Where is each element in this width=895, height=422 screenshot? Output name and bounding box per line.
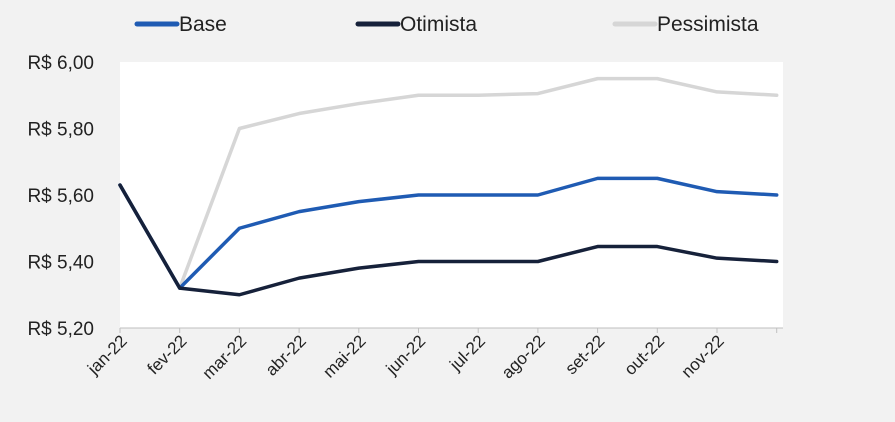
y-tick-label: R$ 6,00 xyxy=(27,53,94,74)
x-tick-label: ago-22 xyxy=(498,331,549,382)
x-tick-label: mai-22 xyxy=(319,331,369,381)
y-axis: R$ 5,20 R$ 5,40 R$ 5,60 R$ 5,80 R$ 6,00 xyxy=(27,53,94,340)
x-tick-label: set-22 xyxy=(562,331,609,378)
legend: Base Otimista Pessimista xyxy=(134,13,759,36)
x-tick-label: nov-22 xyxy=(678,331,728,381)
x-tick-label: mar-22 xyxy=(199,331,251,383)
x-tick-label: fev-22 xyxy=(144,331,191,378)
y-tick-label: R$ 5,40 xyxy=(27,253,94,274)
x-tick-label: jun-22 xyxy=(382,331,430,379)
legend-label-base: Base xyxy=(179,13,227,36)
series-line-pessimista xyxy=(118,76,779,290)
x-tick-label: abr-22 xyxy=(262,331,310,379)
x-axis: jan-22 fev-22 mar-22 abr-22 mai-22 jun-22 jul-… xyxy=(83,327,783,383)
series-line-base xyxy=(118,176,779,290)
y-tick-label: R$ 5,80 xyxy=(27,120,94,141)
series-line-otimista xyxy=(118,183,779,297)
y-tick-label: R$ 5,20 xyxy=(27,319,94,340)
x-tick-label: jul-22 xyxy=(445,331,489,375)
x-tick-label: out-22 xyxy=(621,331,669,379)
legend-label-pessimista: Pessimista xyxy=(657,13,759,36)
y-tick-label: R$ 5,60 xyxy=(27,186,94,207)
series-lines xyxy=(118,76,779,297)
legend-label-otimista: Otimista xyxy=(400,13,477,36)
